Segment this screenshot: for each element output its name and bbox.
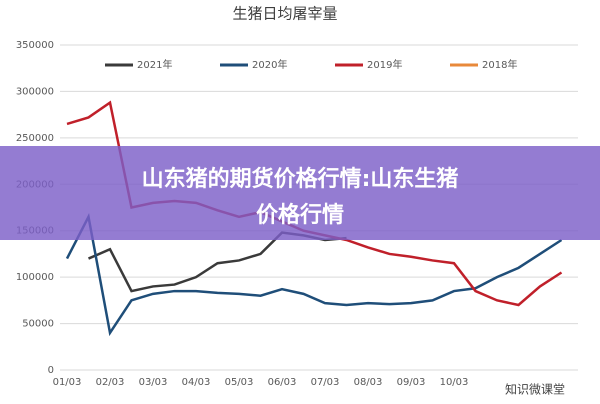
y-tick-label: 350000 — [16, 40, 54, 51]
x-tick-label: 07/03 — [311, 377, 340, 388]
y-tick-label: 50000 — [22, 319, 54, 330]
x-tick-label: 03/03 — [139, 377, 168, 388]
x-tick-label: 05/03 — [225, 377, 254, 388]
legend-label: 2019年 — [367, 58, 402, 71]
y-tick-label: 300000 — [16, 86, 54, 97]
legend-label: 2018年 — [482, 58, 517, 71]
watermark: 知识微课堂 — [505, 383, 565, 397]
overlay-banner — [0, 146, 600, 240]
legend-label: 2021年 — [137, 58, 172, 71]
x-tick-label: 02/03 — [96, 377, 125, 388]
y-tick-label: 100000 — [16, 272, 54, 283]
x-tick-label: 09/03 — [397, 377, 426, 388]
overlay-line: 山东猪的期货价格行情:山东生猪 — [142, 166, 459, 192]
series-line — [65, 212, 563, 337]
y-tick-label: 250000 — [16, 133, 54, 144]
x-tick-label: 10/03 — [440, 377, 469, 388]
x-tick-label: 01/03 — [53, 377, 82, 388]
legend-label: 2020年 — [252, 58, 287, 71]
x-tick-label: 04/03 — [182, 377, 211, 388]
overlay-line: 价格行情 — [256, 202, 344, 228]
x-tick-label: 06/03 — [268, 377, 297, 388]
series-line — [88, 231, 347, 293]
y-tick-label: 0 — [48, 365, 54, 376]
chart-title: 生猪日均屠宰量 — [232, 5, 337, 23]
x-tick-label: 08/03 — [354, 377, 383, 388]
